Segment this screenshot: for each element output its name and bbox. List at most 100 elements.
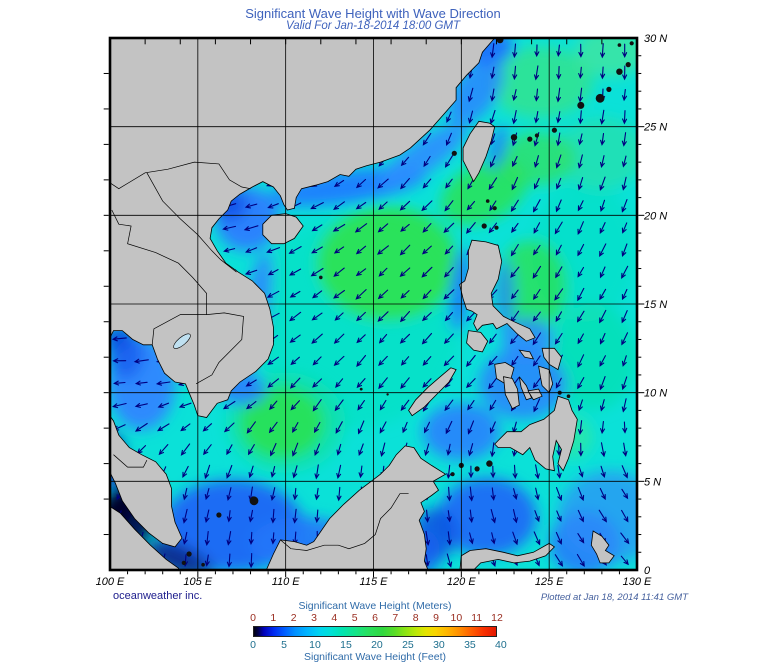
- small-island: [249, 496, 259, 506]
- lon-tick-label: 115 E: [360, 576, 389, 588]
- small-island: [201, 562, 205, 567]
- small-island: [485, 199, 490, 203]
- small-island: [617, 43, 622, 47]
- colorbar-meters-label: Significant Wave Height (Meters): [298, 600, 452, 612]
- small-island: [551, 127, 558, 133]
- credit-oceanweather: oceanweather inc.: [113, 590, 203, 602]
- small-island: [606, 86, 612, 92]
- feet-tick: 30: [433, 639, 445, 651]
- land-hainan: [262, 213, 304, 245]
- lon-tick-label: 130 E: [623, 576, 652, 588]
- feet-tick: 10: [309, 639, 321, 651]
- feet-tick: 0: [250, 639, 256, 651]
- small-island: [359, 387, 363, 391]
- land-sulawesi-north-arm: [459, 542, 556, 570]
- meters-tick: 10: [450, 612, 463, 624]
- small-island: [534, 133, 540, 138]
- land-masses: [110, 38, 634, 570]
- lon-tick-label: 105 E: [183, 576, 212, 588]
- small-island: [450, 472, 455, 477]
- colorbar-meters-scale: 0 1 2 3 4 5 6 7 8 9 10 11 12: [250, 612, 503, 624]
- small-island: [595, 93, 605, 103]
- small-island: [481, 223, 487, 229]
- meters-tick: 3: [311, 612, 317, 624]
- lat-tick-label: 20 N: [643, 210, 667, 222]
- meters-tick: 9: [433, 612, 439, 624]
- small-island: [216, 512, 222, 518]
- feet-tick: 35: [464, 639, 476, 651]
- lat-tick-label: 30 N: [644, 33, 667, 45]
- small-island: [496, 38, 504, 44]
- land-mindanao: [494, 395, 578, 472]
- meters-tick: 0: [250, 612, 256, 624]
- meters-tick: 6: [372, 612, 378, 624]
- country-border: [151, 314, 207, 345]
- feet-tick: 5: [281, 639, 287, 651]
- land-masbate: [518, 349, 535, 360]
- feet-tick: 15: [340, 639, 352, 651]
- meters-tick: 7: [392, 612, 399, 624]
- country-border: [195, 312, 244, 385]
- lat-tick-label: 10 N: [644, 388, 667, 400]
- colorbar-feet-label: Significant Wave Height (Feet): [303, 651, 446, 663]
- small-island: [386, 393, 389, 396]
- meters-tick: 12: [491, 612, 503, 624]
- small-island: [186, 551, 192, 557]
- graticule: [110, 38, 637, 570]
- small-island: [492, 206, 497, 211]
- small-island: [629, 41, 634, 46]
- small-island: [451, 150, 457, 156]
- meters-tick: 1: [270, 612, 277, 624]
- country-border: [280, 493, 409, 551]
- lon-tick-label: 120 E: [447, 576, 476, 588]
- land-palawan: [408, 367, 457, 417]
- lake-tonle-sap: [173, 333, 191, 349]
- lat-tick-label: 5 N: [644, 476, 661, 488]
- small-island: [625, 62, 631, 68]
- meters-tick: 8: [412, 612, 419, 624]
- small-island: [577, 101, 585, 109]
- small-island: [510, 134, 518, 141]
- meters-tick: 5: [351, 612, 358, 624]
- feet-tick: 20: [371, 639, 383, 651]
- country-border: [110, 161, 251, 190]
- lon-tick-label: 100 E: [96, 576, 125, 588]
- land-borneo: [265, 445, 447, 570]
- axis-ticks: [103, 39, 645, 578]
- small-island: [474, 466, 480, 472]
- land-mainland-asia: [110, 38, 496, 548]
- land-cebu: [518, 376, 533, 401]
- feet-tick: 40: [495, 639, 507, 651]
- meters-tick: 11: [471, 612, 483, 624]
- land-bohol: [527, 388, 543, 401]
- colorbar-feet-scale: 0 5 10 15 20 25 30 35 40: [250, 639, 507, 651]
- meters-tick: 4: [331, 612, 338, 624]
- lon-tick-label: 125 E: [535, 576, 564, 588]
- lat-tick-label: 25 N: [643, 122, 667, 134]
- country-border: [113, 454, 148, 468]
- small-island: [566, 394, 571, 399]
- country-border: [111, 209, 207, 315]
- chart-subtitle: Valid For Jan-18-2014 18:00 GMT: [285, 20, 461, 32]
- small-island: [486, 460, 493, 467]
- land-taiwan: [462, 120, 496, 183]
- feet-tick: 25: [402, 639, 414, 651]
- small-island: [494, 225, 499, 230]
- chart-title: Significant Wave Height with Wave Direct…: [245, 6, 501, 21]
- land-mindoro: [466, 330, 489, 353]
- land-sumatra: [110, 506, 179, 570]
- map-frame: [108, 36, 639, 572]
- small-island: [181, 560, 186, 566]
- small-island: [319, 275, 323, 280]
- meters-tick: 2: [290, 612, 297, 624]
- map-layers: [110, 38, 637, 570]
- colorbar-gradient: [253, 626, 497, 637]
- credit-plotted-at: Plotted at Jan 18, 2014 11:41 GMT: [540, 592, 688, 603]
- land-halmahera: [590, 530, 615, 564]
- small-island: [527, 136, 533, 142]
- lat-tick-label: 15 N: [644, 299, 667, 311]
- axis-labels: 100 E 105 E 110 E 115 E 120 E 125 E 130 E 30 N 2…: [96, 33, 668, 588]
- land-samar: [541, 347, 562, 371]
